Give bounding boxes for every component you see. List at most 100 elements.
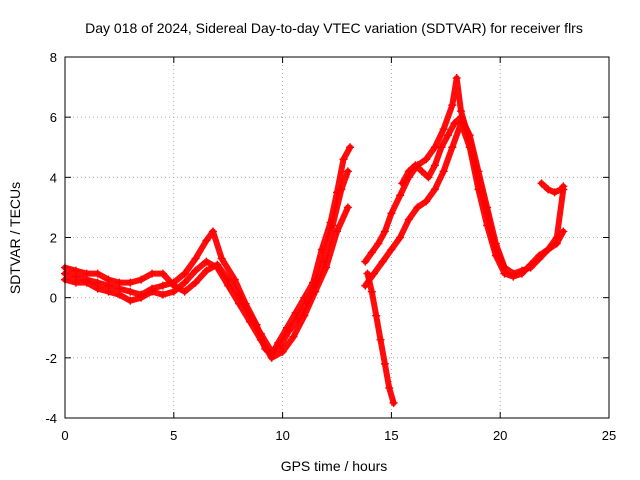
data-point [343, 203, 352, 212]
data-point [180, 287, 189, 296]
data-point [437, 143, 446, 152]
data-point [169, 287, 178, 296]
data-point [115, 290, 124, 299]
data-point [158, 290, 167, 299]
data-point [82, 278, 91, 287]
y-tick-label: -2 [45, 351, 57, 366]
data-point [289, 332, 298, 341]
data-point [404, 167, 413, 176]
data-point [465, 131, 474, 140]
data-point [424, 173, 433, 182]
data-point [417, 167, 426, 176]
data-point [361, 257, 370, 266]
y-tick-label: -4 [45, 411, 57, 426]
data-point [398, 179, 407, 188]
data-point [180, 269, 189, 278]
data-point [148, 287, 157, 296]
data-point [217, 254, 226, 263]
data-point [380, 359, 389, 368]
data-point [104, 287, 113, 296]
series-line [362, 120, 567, 289]
data-point [276, 341, 285, 350]
y-tick-label: 6 [50, 110, 57, 125]
data-point [526, 260, 535, 269]
data-point [509, 272, 518, 281]
data-point [483, 203, 492, 212]
chart-title: Day 018 of 2024, Sidereal Day-to-day VTE… [85, 20, 583, 36]
data-point [126, 278, 135, 287]
data-point [378, 257, 387, 266]
series-line [62, 144, 354, 358]
data-point [387, 245, 396, 254]
data-point [380, 227, 389, 236]
plot-area [61, 74, 568, 407]
series-track-e [361, 119, 568, 290]
data-point [158, 281, 167, 290]
series-track-c [61, 203, 352, 362]
data-point [544, 245, 553, 254]
data-point [126, 287, 135, 296]
y-tick-label: 2 [50, 231, 57, 246]
data-point [202, 236, 211, 245]
data-point [430, 161, 439, 170]
data-point [208, 227, 217, 236]
data-point [448, 101, 457, 110]
data-point [213, 263, 222, 272]
data-point [559, 227, 568, 236]
x-axis: 0 5 10 15 20 25 [61, 57, 616, 443]
data-point [337, 185, 346, 194]
data-point [448, 143, 457, 152]
data-point [537, 179, 546, 188]
data-point [202, 266, 211, 275]
data-point [385, 383, 394, 392]
data-point [439, 125, 448, 134]
data-point [82, 269, 91, 278]
data-point [191, 254, 200, 263]
series-track-h [537, 179, 568, 197]
data-point [411, 161, 420, 170]
data-point [396, 233, 405, 242]
data-point [457, 113, 466, 122]
data-point [404, 215, 413, 224]
data-point [376, 335, 385, 344]
data-point [550, 188, 559, 197]
x-tick-label: 20 [493, 428, 507, 443]
y-tick-label: 4 [50, 170, 57, 185]
data-point [93, 284, 102, 293]
data-point [104, 275, 113, 284]
data-point [422, 155, 431, 164]
data-point [256, 335, 265, 344]
data-point [235, 299, 244, 308]
data-point [544, 185, 553, 194]
data-point [491, 239, 500, 248]
series-track-g [398, 113, 509, 272]
data-point [311, 287, 320, 296]
data-point [517, 269, 526, 278]
x-axis-label: GPS time / hours [281, 458, 388, 474]
data-point [224, 281, 233, 290]
y-axis: -4 -2 0 2 4 6 8 [45, 50, 609, 426]
data-point [439, 167, 448, 176]
series-track-a [61, 143, 355, 359]
data-point [374, 239, 383, 248]
data-point [389, 398, 398, 407]
data-point [535, 251, 544, 260]
data-point [278, 347, 287, 356]
data-point [71, 266, 80, 275]
x-tick-label: 15 [384, 428, 398, 443]
data-point [346, 143, 355, 152]
data-point [559, 182, 568, 191]
data-point [367, 248, 376, 257]
data-point [363, 269, 372, 278]
data-point [137, 293, 146, 302]
x-tick-label: 5 [170, 428, 177, 443]
data-point [267, 353, 276, 362]
series-track-f [363, 269, 398, 407]
data-point [474, 167, 483, 176]
data-point [93, 269, 102, 278]
series-line [538, 180, 567, 196]
data-point [300, 311, 309, 320]
x-tick-label: 25 [602, 428, 616, 443]
data-point [191, 266, 200, 275]
